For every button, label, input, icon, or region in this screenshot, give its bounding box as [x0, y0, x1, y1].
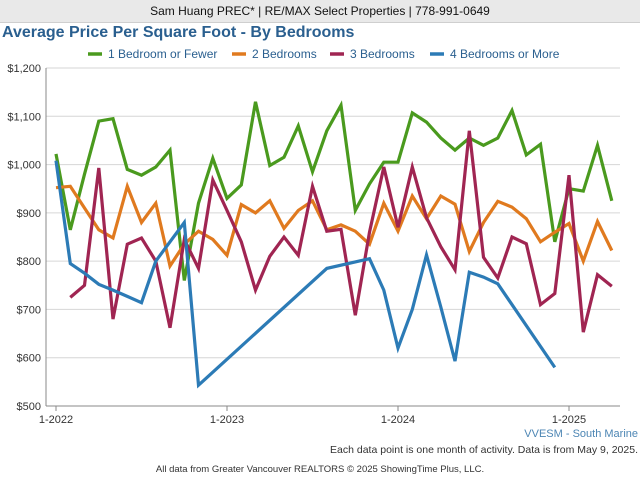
y-tick-label: $800: [17, 256, 41, 268]
chart-title: Average Price Per Square Foot - By Bedro…: [2, 24, 355, 41]
legend-label: 2 Bedrooms: [252, 47, 317, 61]
y-tick-label: $1,000: [7, 160, 41, 172]
y-tick-label: $700: [17, 304, 41, 316]
y-tick-label: $1,100: [7, 111, 41, 123]
agent-header: Sam Huang PREC* | RE/MAX Select Properti…: [0, 0, 640, 23]
data-note: Each data point is one month of activity…: [330, 444, 638, 456]
y-tick-label: $600: [17, 353, 41, 365]
series-line-4: [54, 160, 557, 389]
series-line-3: [69, 130, 613, 333]
legend-label: 3 Bedrooms: [350, 47, 415, 61]
x-tick-label: 1-2024: [381, 414, 415, 426]
x-tick-label: 1-2023: [210, 414, 244, 426]
y-tick-label: $500: [17, 401, 41, 413]
series-line-1: [54, 100, 614, 281]
region-label: VVESM - South Marine: [524, 428, 638, 440]
legend: 1 Bedroom or Fewer 2 Bedrooms 3 Bedrooms 4 …: [88, 47, 560, 61]
series-line-2: [55, 181, 614, 271]
legend-label: 4 Bedrooms or More: [450, 47, 560, 61]
agent-line: Sam Huang PREC* | RE/MAX Select Properti…: [150, 4, 490, 18]
x-tick-label: 1-2022: [39, 414, 73, 426]
legend-label: 1 Bedroom or Fewer: [108, 47, 217, 61]
x-tick-label: 1-2025: [552, 414, 586, 426]
copyright-line: All data from Greater Vancouver REALTORS…: [155, 464, 485, 475]
axis-layer: $500 $600 $700 $800 $900 $1,000 $1,100 $1,200 1-…: [7, 63, 620, 426]
series-layer: [54, 100, 614, 389]
y-tick-label: $1,200: [7, 63, 41, 75]
y-tick-label: $900: [17, 208, 41, 220]
